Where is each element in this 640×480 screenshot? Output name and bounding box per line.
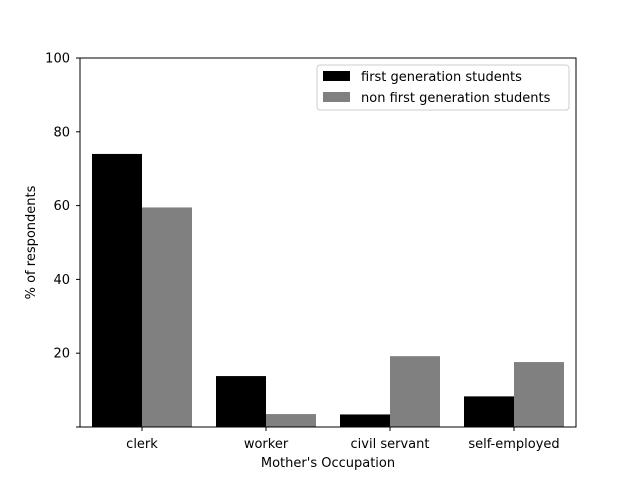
x-tick-label: clerk — [126, 437, 158, 452]
y-tick-label: 80 — [53, 125, 70, 140]
y-tick-label: 60 — [53, 199, 70, 214]
bar-non-first-gen-worker — [266, 414, 316, 427]
legend-swatch — [323, 71, 350, 81]
x-axis-label: Mother's Occupation — [261, 456, 395, 471]
bars — [92, 153, 564, 427]
bar-non-first-gen-clerk — [142, 207, 192, 427]
plot-frame — [79, 57, 577, 428]
legend-swatch — [323, 92, 350, 102]
x-tick-label: civil servant — [351, 437, 430, 452]
y-axis-label: % of respondents — [24, 185, 39, 299]
x-tick-label: worker — [244, 437, 289, 452]
y-tick-label: 40 — [53, 273, 70, 288]
bar-first-gen-clerk — [92, 153, 142, 427]
y-axis-ticks: 20 40 60 80 100 — [45, 52, 80, 428]
y-tick-label: 20 — [53, 347, 70, 362]
y-tick-label: 100 — [45, 52, 70, 67]
legend-label: first generation students — [361, 70, 522, 85]
legend-label: non first generation students — [361, 91, 551, 106]
legend-box — [316, 64, 570, 111]
axes — [79, 57, 577, 428]
x-tick-label: self-employed — [468, 437, 559, 452]
bar-first-gen-self-employed — [464, 396, 514, 427]
bar-non-first-gen-self-employed — [514, 362, 564, 427]
x-axis-ticks: clerk worker civil servant self-employed — [126, 427, 560, 452]
legend: first generation students non first gener… — [316, 64, 570, 111]
bar-first-gen-worker — [216, 376, 266, 427]
bar-first-gen-civil-servant — [340, 414, 390, 427]
bar-non-first-gen-civil-servant — [390, 356, 440, 427]
